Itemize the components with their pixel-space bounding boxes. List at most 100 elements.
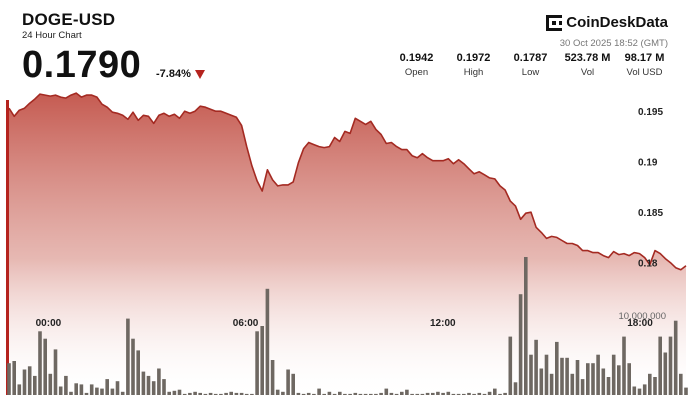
volume-bar bbox=[291, 373, 295, 395]
volume-bar bbox=[472, 393, 476, 395]
volume-bar bbox=[265, 288, 270, 395]
volume-bar bbox=[394, 393, 399, 395]
volume-bar bbox=[95, 387, 99, 395]
volume-bar bbox=[12, 361, 16, 395]
volume-bar bbox=[286, 369, 290, 395]
volume-bar bbox=[157, 368, 161, 395]
volume-bar bbox=[332, 393, 337, 395]
stat-label: Vol USD bbox=[626, 67, 663, 78]
volume-bar bbox=[141, 371, 146, 395]
volume-bar bbox=[487, 391, 492, 395]
volume-bar bbox=[89, 384, 94, 395]
volume-bar bbox=[431, 392, 435, 395]
volume-bar bbox=[38, 331, 42, 395]
current-price: 0.1790 bbox=[22, 44, 142, 86]
volume-bar bbox=[239, 392, 244, 395]
volume-bar bbox=[338, 391, 342, 395]
volume-bar bbox=[369, 393, 373, 395]
volume-bar bbox=[606, 377, 611, 395]
volume-bar bbox=[74, 383, 78, 395]
volume-bar bbox=[17, 384, 22, 395]
stat-label: Vol bbox=[580, 67, 595, 78]
volume-bar bbox=[384, 388, 389, 395]
volume-bar bbox=[208, 392, 213, 395]
stat-label: Low bbox=[521, 67, 540, 78]
volume-bar bbox=[410, 393, 414, 395]
volume-bar bbox=[64, 375, 68, 395]
coindesk-logo-icon bbox=[546, 14, 563, 31]
x-tick-label: 06:00 bbox=[233, 318, 259, 329]
volume-bar bbox=[405, 389, 409, 395]
volume-bar bbox=[503, 392, 507, 395]
volume-bar bbox=[177, 389, 182, 395]
volume-bar bbox=[420, 393, 425, 395]
volume-bar bbox=[673, 320, 678, 395]
volume-bar bbox=[513, 382, 518, 395]
axis-labels: 0.195 0.19 0.185 0.18 00:00 06:00 12:00 18:0010… bbox=[36, 107, 666, 329]
volume-bar bbox=[348, 393, 352, 395]
volume-bar bbox=[172, 390, 177, 395]
volume-bars bbox=[7, 257, 688, 395]
volume-bar bbox=[84, 392, 89, 395]
volume-bar bbox=[131, 338, 135, 395]
price-line-layer bbox=[8, 92, 687, 271]
volume-bar bbox=[539, 368, 544, 395]
stat-value: 0.1972 bbox=[456, 52, 491, 64]
volume-bar bbox=[213, 393, 218, 395]
symbol-title: DOGE-USD bbox=[22, 10, 116, 29]
volume-bar bbox=[544, 354, 549, 395]
x-tick-label: 18:00 bbox=[627, 318, 653, 329]
stat-low: 0.1787 Low bbox=[502, 52, 559, 78]
volume-bar bbox=[637, 388, 642, 395]
volume-bar bbox=[596, 354, 600, 395]
volume-bar bbox=[198, 392, 202, 395]
volume-bar bbox=[162, 379, 166, 395]
stat-value: 523.78 M bbox=[564, 52, 611, 64]
x-tick-label: 00:00 bbox=[36, 318, 62, 329]
volume-bar bbox=[27, 366, 32, 395]
volume-bar bbox=[446, 391, 451, 395]
volume-bar bbox=[301, 393, 306, 395]
volume-bar bbox=[400, 391, 404, 395]
volume-bar bbox=[441, 392, 445, 395]
brand-logo: CoinDeskData bbox=[546, 14, 668, 31]
volume-bar bbox=[627, 363, 631, 395]
volume-bar bbox=[120, 391, 125, 395]
volume-bar bbox=[250, 393, 254, 395]
y-tick-label: 0.19 bbox=[638, 158, 658, 169]
volume-bar bbox=[343, 393, 347, 395]
volume-bar bbox=[105, 379, 109, 395]
volume-bar bbox=[498, 393, 502, 395]
volume-bar bbox=[188, 392, 192, 395]
x-tick-label: 12:00 bbox=[430, 318, 456, 329]
volume-bar bbox=[182, 393, 187, 395]
volume-bar bbox=[389, 392, 394, 395]
stats-row: 0.1942 Open 0.1972 High 0.1787 Low 523.7… bbox=[388, 52, 673, 78]
volume-bar bbox=[684, 387, 688, 395]
price-change: -7.84% bbox=[156, 68, 191, 80]
volume-bar bbox=[549, 373, 554, 395]
volume-bar bbox=[611, 354, 616, 395]
volume-bar bbox=[306, 392, 311, 395]
y-tick-label: 0.18 bbox=[638, 259, 658, 270]
volume-bar bbox=[358, 393, 363, 395]
volume-bar bbox=[586, 363, 590, 395]
stat-value: 0.1787 bbox=[513, 52, 548, 64]
stat-value: 0.1942 bbox=[399, 52, 434, 64]
volume-bar bbox=[115, 381, 120, 395]
volume-bar bbox=[456, 393, 461, 395]
y-tick-label: 0.185 bbox=[638, 208, 663, 219]
stat-label: Open bbox=[404, 67, 429, 78]
volume-bar bbox=[244, 393, 249, 395]
volume-bar bbox=[668, 336, 673, 395]
volume-bar bbox=[658, 336, 662, 395]
volume-bar bbox=[224, 392, 228, 395]
volume-bar bbox=[193, 391, 197, 395]
volume-bar bbox=[260, 326, 264, 395]
volume-bar bbox=[524, 257, 528, 395]
stat-high: 0.1972 High bbox=[445, 52, 502, 78]
volume-bar bbox=[570, 373, 575, 395]
volume-bar bbox=[617, 365, 621, 395]
stat-label: High bbox=[463, 67, 484, 78]
